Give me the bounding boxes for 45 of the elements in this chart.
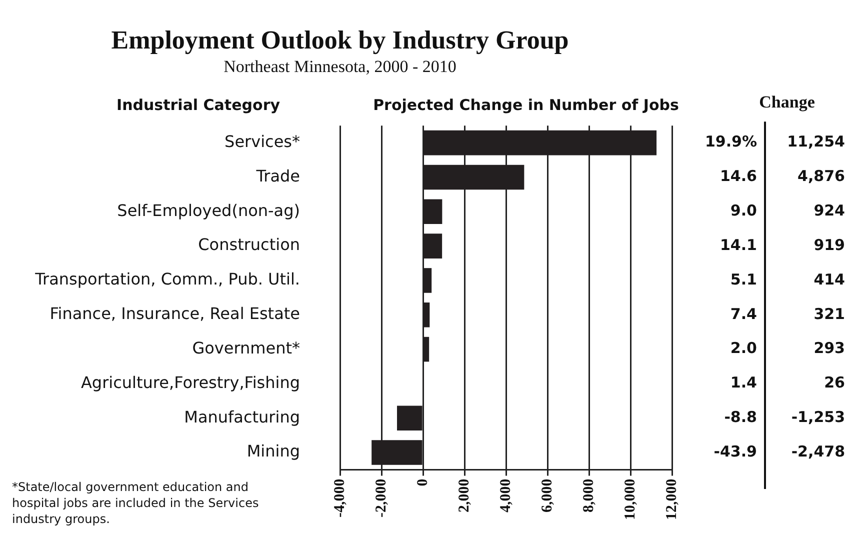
x-axis-title: Projected Change in Number of Jobs [373,96,679,114]
text: 2.0 [730,339,757,358]
text: 9.0 [730,202,757,220]
y-tick-label: Construction [198,235,300,254]
data-label: 919 [814,236,845,254]
x-tick-label: 2,000 [456,478,472,512]
text: 1.4 [730,374,757,392]
x-tick-label: -2,000 [373,478,390,518]
x-tick-label: -4,000 [332,478,348,518]
data-label: -2,478 [791,442,845,460]
x-tick-label: 0 [414,478,431,486]
data-label: 321 [814,304,845,323]
data-label: 293 [814,339,845,358]
x-tick-label: 6,000 [539,478,556,512]
text: 7.4 [730,304,757,323]
text: 19.9% [704,132,757,151]
y-tick-label: Services* [224,132,300,151]
chart-title: Employment Outlook by Industry Group [111,25,569,54]
text: 14.6 [720,167,757,186]
x-tick-label: 10,000 [622,478,638,520]
data-label: 924 [814,202,845,220]
y-tick-label: Mining [246,442,300,461]
data-label: 4,876 [798,167,845,186]
x-tick-label: 8,000 [580,478,597,512]
y-tick-label: Agriculture,Forestry,Fishing [80,372,300,392]
y-axis-title: Industrial Category [116,96,280,114]
y-tick-label: Finance, Insurance, Real Estate [50,304,300,324]
y-tick-label: Self-Employed(non-ag) [117,200,300,220]
text: *State/local government education and hospital jobs are included in the Services industry groups. [12,480,259,526]
text: Change [759,92,816,112]
y-tick-label: Manufacturing [184,407,300,426]
x-tick-label: 4,000 [498,478,514,512]
text: -8.8 [724,408,757,426]
data-label: -1,253 [791,408,845,426]
y-tick-label: Trade [255,166,300,186]
chart-subtitle: Northeast Minnesota, 2000 - 2010 [224,56,456,76]
x-tick-label: 12,000 [664,478,680,520]
y-tick-label: Government* [192,338,300,358]
data-label: 26 [824,374,845,392]
data-label: 414 [814,270,845,288]
text: -43.9 [714,442,757,460]
text: 14.1 [720,236,757,254]
y-tick-label: Transportation, Comm., Pub. Util. [34,270,300,289]
data-label: 11,254 [787,132,845,151]
text: 5.1 [730,270,757,288]
